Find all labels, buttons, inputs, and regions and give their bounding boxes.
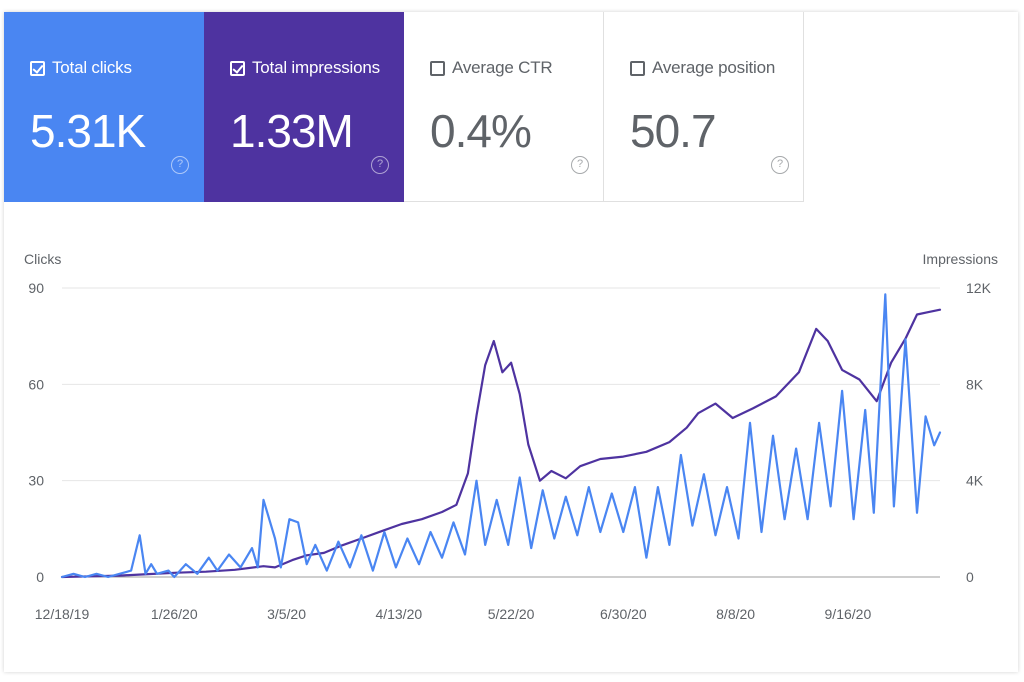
average-ctr-value: 0.4% (430, 105, 532, 157)
performance-chart: Clicks Impressions 0 30 60 90 0 4K 8K 12K 12/1… (24, 251, 998, 622)
right-axis-ticks: 0 4K 8K 12K (966, 280, 992, 585)
total-impressions-label: Total impressions (252, 58, 380, 77)
right-tick-label: 12K (966, 280, 992, 296)
average-ctr-checkbox[interactable] (430, 60, 445, 76)
x-axis-ticks: 12/18/19 1/26/20 3/5/20 4/13/20 5/22/20 6/30/… (35, 606, 872, 622)
x-tick-label: 1/26/20 (151, 606, 198, 622)
average-position-value: 50.7 (630, 105, 717, 157)
total-clicks-value: 5.31K (30, 105, 146, 157)
help-icon[interactable]: ? (371, 156, 389, 174)
total-impressions-checkbox[interactable] (230, 60, 245, 76)
clicks-series-line (60, 293, 942, 579)
total-clicks-label: Total clicks (52, 58, 132, 77)
total-clicks-checkbox[interactable] (30, 60, 45, 76)
x-tick-label: 6/30/20 (600, 606, 647, 622)
right-tick-label: 0 (966, 569, 974, 585)
average-ctr-header: Average CTR (430, 58, 553, 78)
help-icon[interactable]: ? (171, 156, 189, 174)
total-clicks-header: Total clicks (30, 58, 132, 78)
average-position-card[interactable]: Average position 50.7 ? (604, 12, 804, 202)
x-tick-label: 4/13/20 (375, 606, 422, 622)
right-tick-label: 4K (966, 473, 984, 489)
chart-grid (62, 287, 940, 578)
chart-lines (60, 293, 942, 579)
help-icon[interactable]: ? (771, 156, 789, 174)
left-tick-label: 0 (36, 569, 44, 585)
metric-cards: Total clicks 5.31K ? Total impressions 1… (4, 12, 804, 202)
total-impressions-card[interactable]: Total impressions 1.33M ? (204, 12, 404, 202)
total-impressions-header: Total impressions (230, 58, 380, 78)
right-tick-label: 8K (966, 376, 984, 392)
average-position-label: Average position (652, 58, 776, 77)
total-clicks-card[interactable]: Total clicks 5.31K ? (4, 12, 204, 202)
right-axis-title: Impressions (923, 251, 998, 267)
help-icon[interactable]: ? (571, 156, 589, 174)
left-axis-title: Clicks (24, 251, 61, 267)
average-ctr-label: Average CTR (452, 58, 553, 77)
impressions-series-line (60, 308, 942, 579)
average-position-header: Average position (630, 58, 775, 78)
x-tick-label: 9/16/20 (825, 606, 872, 622)
total-impressions-value: 1.33M (230, 105, 354, 157)
average-ctr-card[interactable]: Average CTR 0.4% ? (404, 12, 604, 202)
x-tick-label: 12/18/19 (35, 606, 90, 622)
x-tick-label: 8/8/20 (716, 606, 755, 622)
x-tick-label: 5/22/20 (488, 606, 535, 622)
left-axis-ticks: 0 30 60 90 (28, 280, 44, 585)
average-position-checkbox[interactable] (630, 60, 645, 76)
left-tick-label: 30 (28, 473, 44, 489)
left-tick-label: 90 (28, 280, 44, 296)
x-tick-label: 3/5/20 (267, 606, 306, 622)
performance-panel: Total clicks 5.31K ? Total impressions 1… (4, 12, 1018, 672)
left-tick-label: 60 (28, 376, 44, 392)
